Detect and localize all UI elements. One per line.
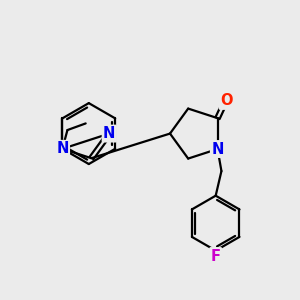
Text: N: N [56,141,69,156]
Text: N: N [103,126,116,141]
Text: F: F [211,248,221,263]
Text: N: N [212,142,224,157]
Text: O: O [220,93,232,108]
